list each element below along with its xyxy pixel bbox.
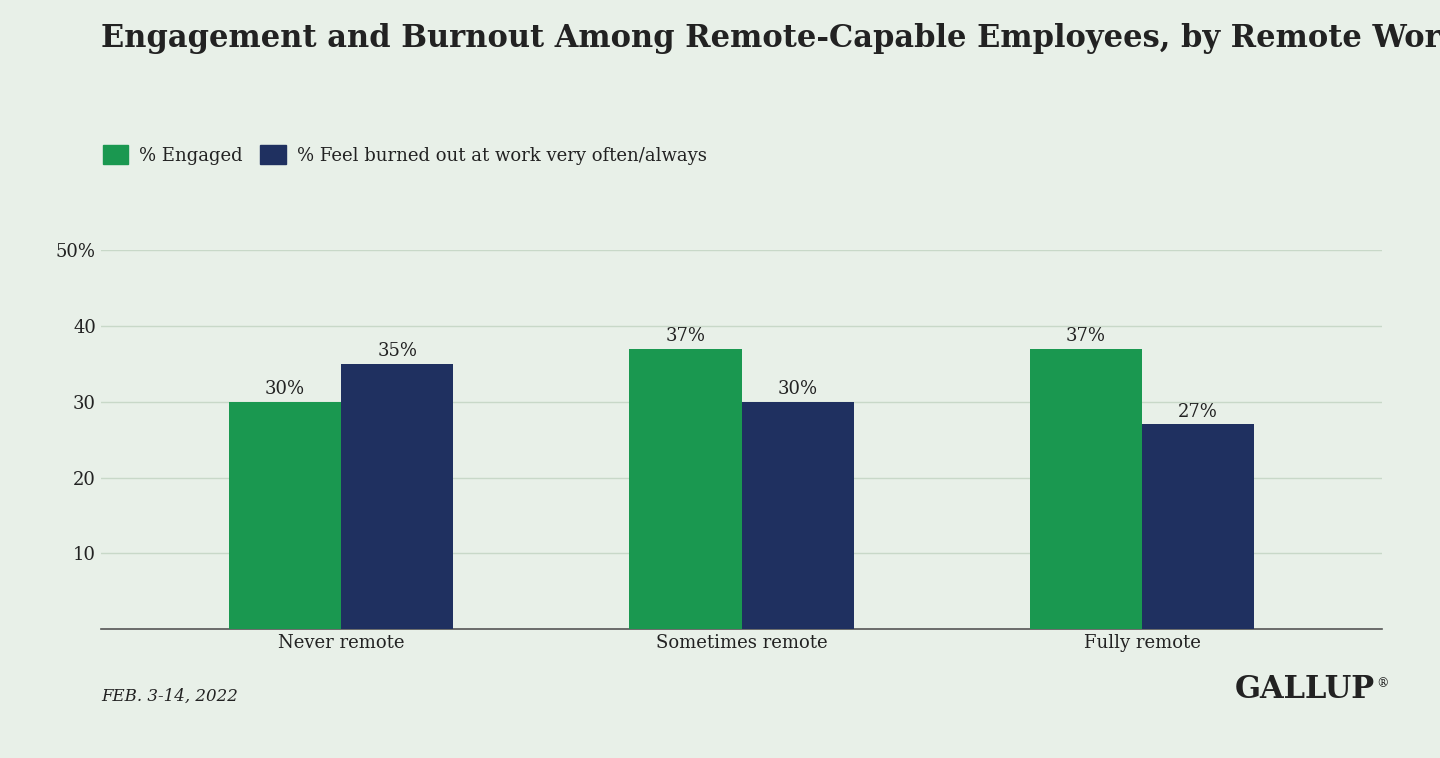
Legend: % Engaged, % Feel burned out at work very often/always: % Engaged, % Feel burned out at work ver… bbox=[102, 146, 707, 164]
Bar bbox=[629, 349, 742, 629]
Text: FEB. 3-14, 2022: FEB. 3-14, 2022 bbox=[101, 688, 238, 705]
Text: 37%: 37% bbox=[665, 327, 706, 345]
Bar bbox=[742, 402, 854, 629]
Text: 30%: 30% bbox=[778, 380, 818, 398]
Text: 37%: 37% bbox=[1066, 327, 1106, 345]
Text: ®: ® bbox=[1377, 677, 1390, 690]
Text: 27%: 27% bbox=[1178, 402, 1218, 421]
Text: 30%: 30% bbox=[265, 380, 305, 398]
Text: 35%: 35% bbox=[377, 342, 418, 360]
Text: GALLUP: GALLUP bbox=[1236, 674, 1375, 705]
Bar bbox=[229, 402, 341, 629]
Bar bbox=[1030, 349, 1142, 629]
Bar bbox=[341, 364, 454, 629]
Bar bbox=[1142, 424, 1254, 629]
Text: Engagement and Burnout Among Remote-Capable Employees, by Remote Work Status: Engagement and Burnout Among Remote-Capa… bbox=[101, 23, 1440, 54]
